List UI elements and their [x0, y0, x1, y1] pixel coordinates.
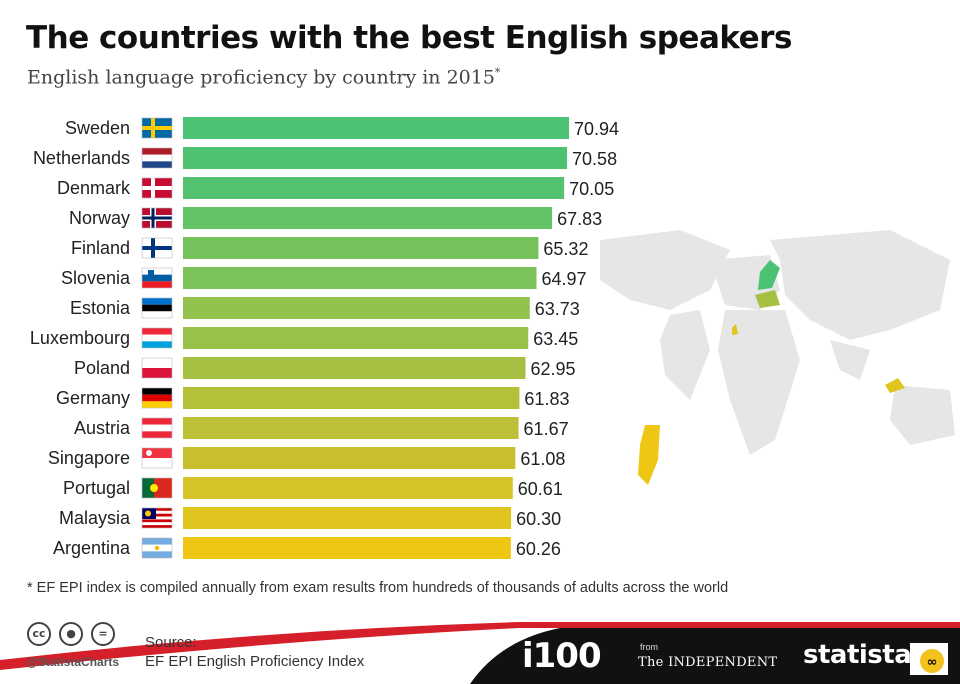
category-label-netherlands: Netherlands [33, 148, 130, 168]
norway-flag-icon [141, 207, 173, 229]
bar-finland [183, 237, 539, 259]
argentina-flag-icon [141, 537, 173, 559]
value-label-austria: 61.67 [524, 419, 569, 439]
portugal-flag-icon [141, 477, 173, 499]
value-label-poland: 62.95 [531, 359, 576, 379]
bar-germany [183, 387, 520, 409]
world-map-background [600, 230, 955, 485]
cc-icon: cc [27, 622, 51, 646]
value-label-singapore: 61.08 [520, 449, 565, 469]
category-label-malaysia: Malaysia [59, 508, 131, 528]
attribution-icon: ● [59, 622, 83, 646]
category-label-finland: Finland [71, 238, 130, 258]
bar-portugal [183, 477, 513, 499]
value-label-slovenia: 64.97 [542, 269, 587, 289]
footnote: * EF EPI index is compiled annually from… [27, 580, 729, 596]
category-label-argentina: Argentina [53, 538, 131, 558]
footer-dark-panel [470, 628, 960, 684]
category-label-estonia: Estonia [70, 298, 131, 318]
value-label-luxembourg: 63.45 [533, 329, 578, 349]
singapore-flag-icon [141, 447, 173, 469]
source-value: EF EPI English Proficiency Index [145, 653, 365, 670]
value-label-germany: 61.83 [524, 389, 569, 409]
bar-chart: Sweden 70.94 Netherlands 70.58 Denmark 70.05 N… [30, 117, 619, 559]
category-label-norway: Norway [69, 208, 130, 228]
bar-argentina [183, 537, 511, 559]
category-label-slovenia: Slovenia [61, 268, 131, 288]
value-label-sweden: 70.94 [574, 119, 619, 139]
germany-flag-icon [141, 387, 173, 409]
austria-flag-icon [141, 417, 173, 439]
sweden-flag-icon [141, 117, 173, 139]
statista-logo[interactable]: statista [803, 640, 912, 670]
value-label-estonia: 63.73 [535, 299, 580, 319]
estonia-flag-icon [141, 297, 173, 319]
luxembourg-flag-icon [141, 327, 173, 349]
bar-singapore [183, 447, 516, 469]
poland-flag-icon [141, 357, 173, 379]
from-label: from [640, 642, 658, 652]
bar-estonia [183, 297, 530, 319]
category-label-singapore: Singapore [48, 448, 130, 468]
statista-handle: @StatistaCharts [26, 655, 120, 669]
value-label-netherlands: 70.58 [572, 149, 617, 169]
chart-subtitle: English language proficiency by country … [27, 66, 500, 88]
subtitle-text: English language proficiency by country … [27, 66, 495, 89]
bar-sweden [183, 117, 569, 139]
slovenia-flag-icon [141, 267, 173, 289]
category-label-sweden: Sweden [65, 118, 130, 138]
statista-logo-icon: ∞ [910, 643, 948, 675]
category-label-luxembourg: Luxembourg [30, 328, 130, 348]
malaysia-flag-icon [141, 507, 173, 529]
value-label-argentina: 60.26 [516, 539, 561, 559]
bar-netherlands [183, 147, 568, 169]
subtitle-footnote-mark: * [494, 66, 501, 79]
value-label-portugal: 60.61 [518, 479, 563, 499]
category-label-germany: Germany [56, 388, 130, 408]
i100-logo[interactable]: i100 [522, 636, 602, 676]
bar-norway [183, 207, 553, 229]
footer-banner [0, 622, 960, 684]
chart-title: The countries with the best English spea… [26, 20, 792, 56]
bar-malaysia [183, 507, 512, 529]
finland-flag-icon [141, 237, 173, 259]
bar-slovenia [183, 267, 537, 289]
denmark-flag-icon [141, 177, 173, 199]
category-label-denmark: Denmark [57, 178, 131, 198]
no-derivatives-icon: = [91, 622, 115, 646]
bar-poland [183, 357, 526, 379]
netherlands-flag-icon [141, 147, 173, 169]
bar-luxembourg [183, 327, 529, 349]
category-label-portugal: Portugal [63, 478, 130, 498]
source-label: Source: [145, 634, 197, 651]
value-label-finland: 65.32 [543, 239, 588, 259]
value-label-malaysia: 60.30 [516, 509, 561, 529]
independent-logo[interactable]: The INDEPENDENT [638, 655, 778, 670]
value-label-norway: 67.83 [557, 209, 602, 229]
bar-austria [183, 417, 519, 439]
category-label-austria: Austria [74, 418, 131, 438]
bar-denmark [183, 177, 565, 199]
svg-text:∞: ∞ [927, 655, 938, 670]
value-label-denmark: 70.05 [569, 179, 614, 199]
category-label-poland: Poland [74, 358, 130, 378]
